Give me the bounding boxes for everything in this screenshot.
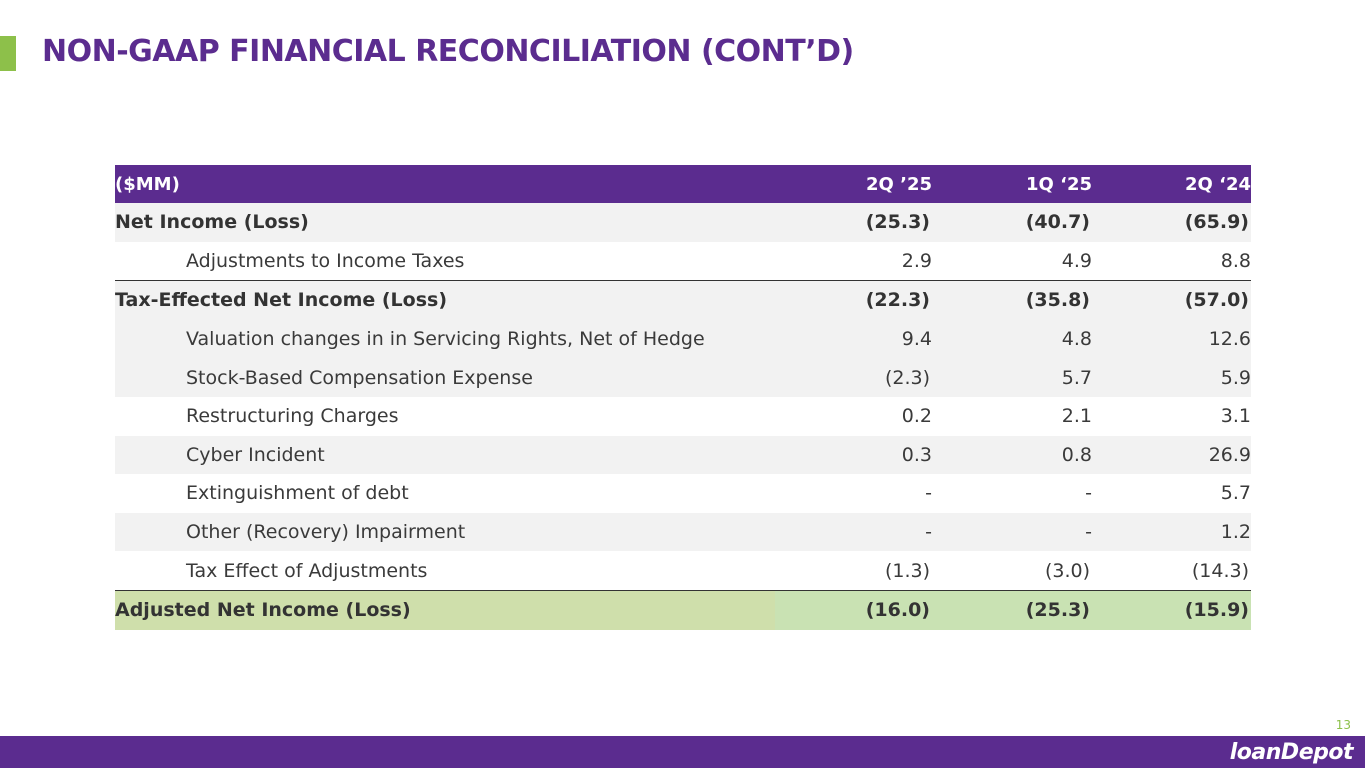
value-2q25: (1.3): [884, 559, 930, 582]
value-1q25: 5.7: [932, 358, 1092, 397]
value-2q25: -: [775, 512, 932, 552]
title-accent-bar: [0, 36, 16, 71]
value-2q24: 5.9: [1092, 358, 1251, 397]
page-title: NON-GAAP FINANCIAL RECONCILIATION (CONT’…: [42, 34, 854, 69]
value-1q25: (3.0): [1044, 559, 1090, 582]
value-2q24: 5.7: [1220, 482, 1251, 505]
value-1q25: -: [932, 512, 1092, 552]
reconciliation-table: ($MM) 2Q ’25 1Q ‘25 2Q ‘24 Net Income (L…: [115, 165, 1251, 630]
value-1q25: (40.7): [932, 203, 1092, 242]
table-row: Net Income (Loss) (25.3) (40.7) (65.9): [115, 203, 1251, 242]
table-row: Adjustments to Income Taxes 2.9 4.9 8.8: [115, 242, 1251, 281]
table-row: Extinguishment of debt - - 5.7: [115, 474, 1251, 513]
value-2q24: (15.9): [1092, 589, 1251, 630]
value-1q25: 4.9: [1061, 249, 1092, 272]
table-row: Cyber Incident 0.3 0.8 26.9: [115, 435, 1251, 475]
value-1q25: 4.8: [932, 319, 1092, 359]
table-row: Tax-Effected Net Income (Loss) (22.3) (3…: [115, 280, 1251, 320]
table-header-row: ($MM) 2Q ’25 1Q ‘25 2Q ‘24: [115, 165, 1251, 203]
row-label: Extinguishment of debt: [186, 482, 409, 505]
value-2q25: (22.3): [775, 280, 932, 320]
value-1q25: (25.3): [932, 589, 1092, 630]
row-label: Other (Recovery) Impairment: [115, 512, 775, 552]
row-label: Restructuring Charges: [186, 405, 399, 428]
value-2q24: 3.1: [1220, 405, 1251, 428]
page-number: 13: [1335, 718, 1351, 732]
row-label: Tax Effect of Adjustments: [186, 559, 428, 582]
value-1q25: 2.1: [1061, 405, 1092, 428]
value-2q25: -: [925, 482, 932, 505]
value-2q25: 2.9: [901, 249, 932, 272]
value-2q24: (57.0): [1092, 280, 1251, 320]
value-2q24: 12.6: [1092, 319, 1251, 359]
value-2q24: 8.8: [1220, 249, 1251, 272]
value-2q25: (16.0): [775, 589, 932, 630]
value-2q25: 0.2: [901, 405, 932, 428]
value-1q25: (35.8): [932, 280, 1092, 320]
loandepot-logo: loanDepot: [1229, 740, 1354, 765]
row-label: Valuation changes in in Servicing Rights…: [115, 319, 775, 359]
value-2q24: (14.3): [1191, 559, 1249, 582]
value-2q25: (25.3): [775, 203, 932, 242]
value-1q25: -: [1085, 482, 1092, 505]
row-label: Net Income (Loss): [115, 203, 775, 242]
table-row: Restructuring Charges 0.2 2.1 3.1: [115, 397, 1251, 436]
value-1q25: 0.8: [932, 435, 1092, 475]
value-2q25: 0.3: [775, 435, 932, 475]
header-1q25: 1Q ‘25: [932, 165, 1092, 203]
row-label: Cyber Incident: [115, 435, 775, 475]
row-label: Adjusted Net Income (Loss): [115, 589, 775, 630]
value-2q25: 9.4: [775, 319, 932, 359]
footer-band: [0, 736, 1365, 768]
value-2q24: 1.2: [1092, 512, 1251, 552]
table-row: Other (Recovery) Impairment - - 1.2: [115, 512, 1251, 552]
row-label: Stock-Based Compensation Expense: [115, 358, 775, 397]
table-row: Stock-Based Compensation Expense (2.3) 5…: [115, 358, 1251, 397]
header-2q24: 2Q ‘24: [1092, 165, 1251, 203]
row-label: Tax-Effected Net Income (Loss): [115, 280, 775, 320]
value-2q25: (2.3): [775, 358, 932, 397]
table-row: Valuation changes in in Servicing Rights…: [115, 319, 1251, 359]
row-label: Adjustments to Income Taxes: [186, 249, 465, 272]
total-row: Adjusted Net Income (Loss) (16.0) (25.3)…: [115, 589, 1251, 630]
header-2q25: 2Q ’25: [775, 165, 932, 203]
header-units: ($MM): [115, 165, 775, 203]
value-2q24: 26.9: [1092, 435, 1251, 475]
table-row: Tax Effect of Adjustments (1.3) (3.0) (1…: [115, 551, 1251, 590]
value-2q24: (65.9): [1092, 203, 1251, 242]
